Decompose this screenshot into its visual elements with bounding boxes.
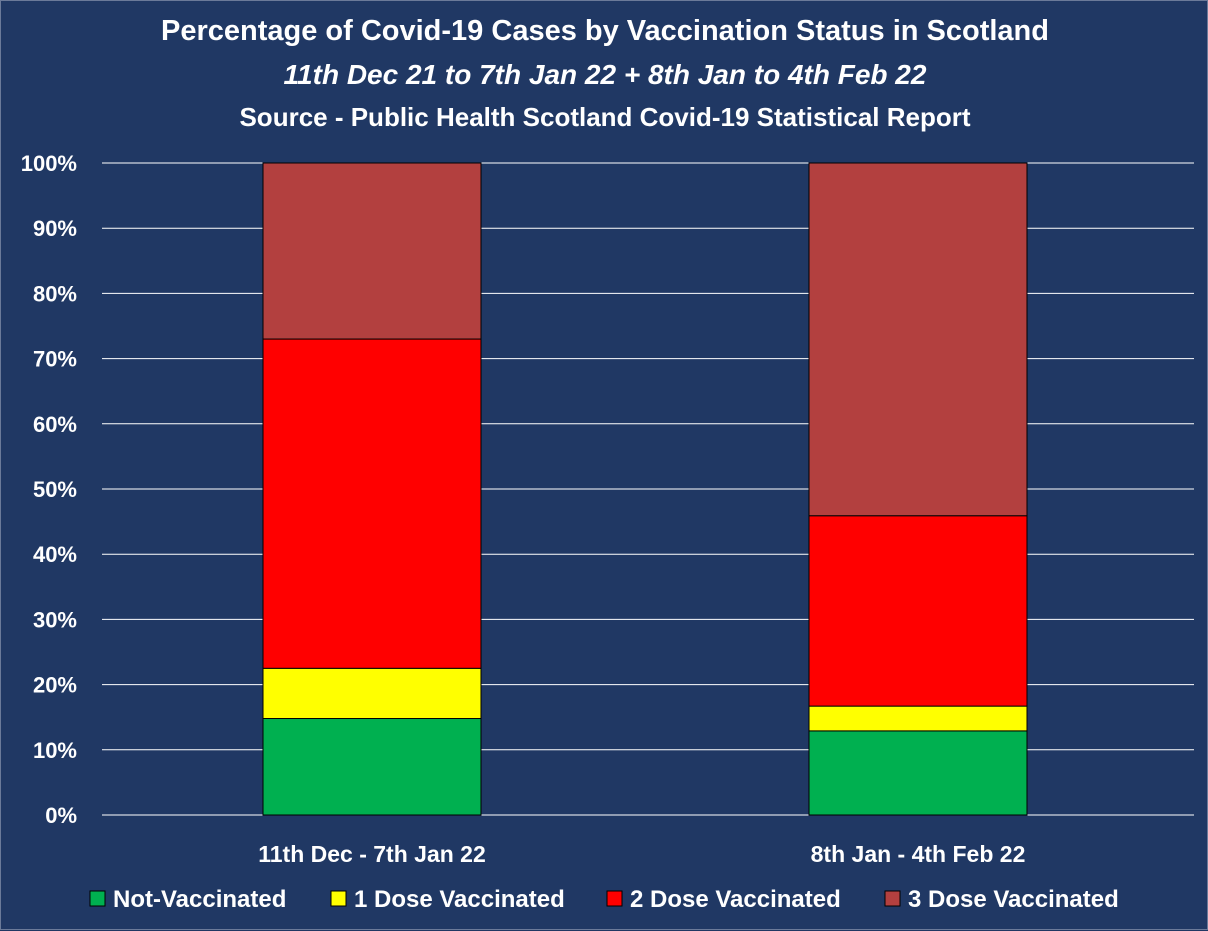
bar-segment: [808, 162, 1028, 517]
legend-label: 2 Dose Vaccinated: [630, 886, 841, 913]
legend-swatch: [606, 890, 623, 907]
bar-segment: [262, 667, 482, 720]
legend-label: Not-Vaccinated: [113, 886, 286, 913]
bar-segment: [808, 730, 1028, 816]
y-tick-label: 60%: [33, 412, 77, 437]
y-tick-label: 10%: [33, 738, 77, 763]
y-tick-label: 100%: [21, 151, 77, 176]
y-tick-label: 40%: [33, 542, 77, 567]
y-tick-label: 70%: [33, 347, 77, 372]
bar-segment: [262, 162, 482, 340]
legend-swatch: [89, 890, 106, 907]
bar-segment: [808, 705, 1028, 732]
y-tick-label: 50%: [33, 477, 77, 502]
y-tick-label: 80%: [33, 281, 77, 306]
legend-label: 3 Dose Vaccinated: [908, 886, 1119, 913]
legend-swatch: [330, 890, 347, 907]
y-tick-label: 30%: [33, 607, 77, 632]
legend-label: 1 Dose Vaccinated: [354, 886, 565, 913]
chart-source: Source - Public Health Scotland Covid-19…: [239, 102, 971, 132]
x-category-label: 8th Jan - 4th Feb 22: [811, 841, 1026, 867]
bar-segment: [262, 338, 482, 669]
legend-swatch: [884, 890, 901, 907]
y-tick-label: 0%: [45, 803, 77, 828]
bar-segment: [808, 515, 1028, 707]
bar-segment: [262, 718, 482, 816]
y-tick-label: 20%: [33, 673, 77, 698]
x-category-label: 11th Dec - 7th Jan 22: [258, 841, 486, 867]
y-tick-label: 90%: [33, 216, 77, 241]
chart-subtitle: 11th Dec 21 to 7th Jan 22 + 8th Jan to 4…: [283, 59, 927, 90]
chart-title: Percentage of Covid-19 Cases by Vaccinat…: [161, 15, 1049, 47]
